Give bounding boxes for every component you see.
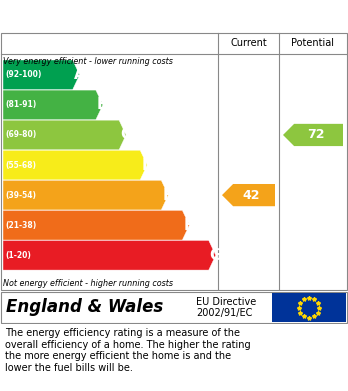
Text: (92-100): (92-100)	[5, 70, 41, 79]
Text: A: A	[74, 67, 85, 83]
Text: Very energy efficient - lower running costs: Very energy efficient - lower running co…	[3, 57, 173, 66]
Text: (55-68): (55-68)	[5, 161, 36, 170]
Polygon shape	[3, 60, 80, 90]
Text: B: B	[97, 97, 109, 112]
Text: Not energy efficient - higher running costs: Not energy efficient - higher running co…	[3, 279, 173, 288]
Polygon shape	[3, 180, 168, 210]
Text: EU Directive
2002/91/EC: EU Directive 2002/91/EC	[196, 297, 256, 318]
Text: 42: 42	[243, 188, 260, 202]
Polygon shape	[3, 120, 126, 150]
Bar	[272, 293, 346, 322]
Text: Potential: Potential	[292, 38, 334, 48]
Text: C: C	[120, 127, 131, 142]
Polygon shape	[283, 124, 343, 146]
Text: 72: 72	[307, 129, 325, 142]
Text: D: D	[141, 158, 154, 172]
Text: England & Wales: England & Wales	[6, 298, 163, 316]
Polygon shape	[222, 184, 275, 206]
Text: (39-54): (39-54)	[5, 190, 36, 200]
Text: Energy Efficiency Rating: Energy Efficiency Rating	[10, 9, 220, 23]
Polygon shape	[3, 210, 189, 240]
Polygon shape	[3, 90, 103, 120]
Text: The energy efficiency rating is a measure of the
overall efficiency of a home. T: The energy efficiency rating is a measur…	[5, 328, 251, 373]
Text: F: F	[183, 218, 194, 233]
Polygon shape	[3, 150, 147, 180]
Text: (69-80): (69-80)	[5, 131, 36, 140]
Polygon shape	[3, 240, 216, 270]
Text: E: E	[162, 188, 173, 203]
Text: G: G	[210, 248, 222, 263]
Text: (21-38): (21-38)	[5, 221, 36, 230]
Text: (1-20): (1-20)	[5, 251, 31, 260]
Text: (81-91): (81-91)	[5, 100, 36, 109]
Text: Current: Current	[230, 38, 267, 48]
